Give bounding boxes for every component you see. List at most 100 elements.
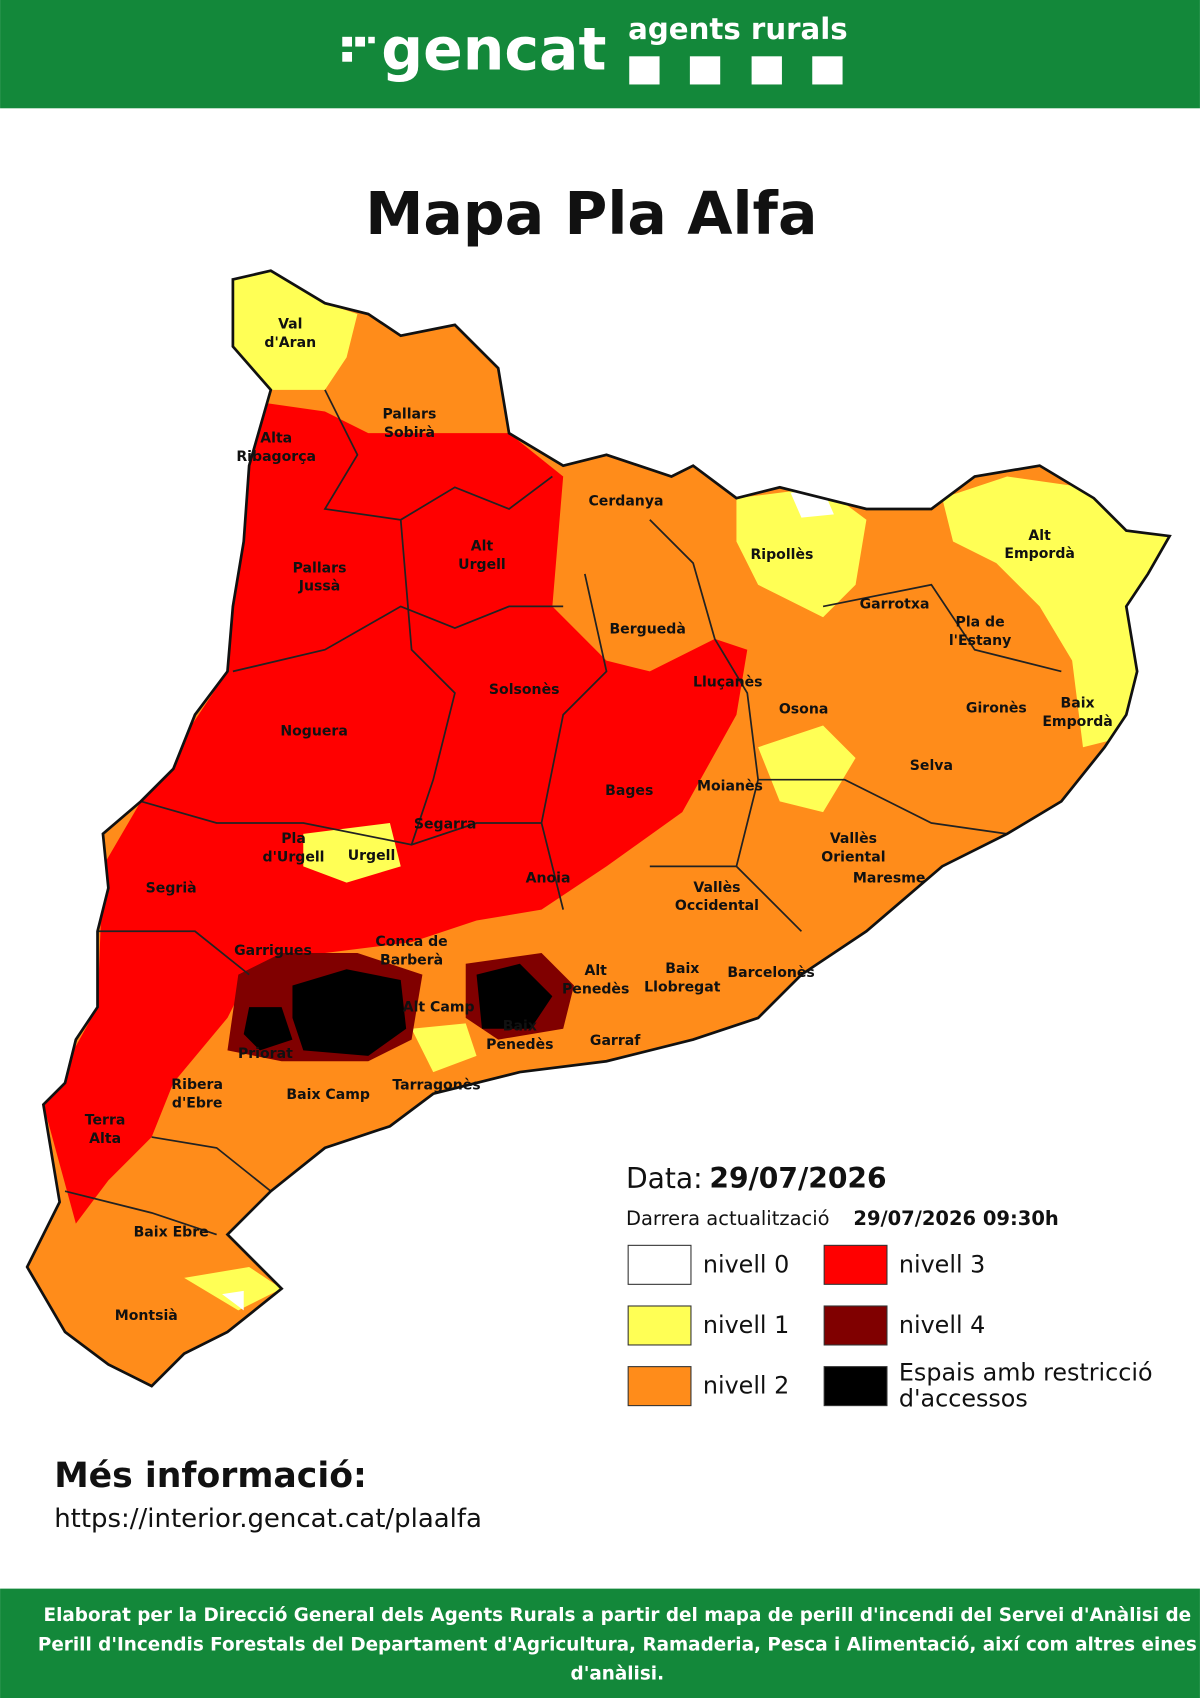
more-info-url[interactable]: https://interior.gencat.cat/plaalfa: [54, 1504, 482, 1534]
region-label-line: Solsonès: [489, 682, 560, 698]
region-label: Montsià: [115, 1308, 178, 1324]
region-label-line: Lluçanès: [693, 675, 763, 691]
region-label-line: Empordà: [1004, 546, 1074, 562]
region-label: Pallars Sobirà: [382, 407, 436, 441]
region-label-line: Noguera: [280, 723, 347, 739]
region-label-line: Priorat: [238, 1046, 293, 1062]
region-borders: [64, 389, 1062, 1236]
update: 29/07/2026 09:30h: [853, 1207, 1058, 1230]
region-label-line: Moianès: [697, 779, 763, 795]
region-label-line: Osona: [779, 702, 829, 718]
region-label-line: Pallars: [293, 560, 347, 576]
region-label: Maresme: [853, 871, 926, 887]
footer: Elaborat per la Direcció General dels Ag…: [38, 1605, 1197, 1684]
region-label: Val d'Aran: [264, 317, 316, 351]
region-label: Bages: [605, 783, 653, 799]
region-label: Moianès: [697, 779, 763, 795]
region-label-line: Ripollès: [750, 547, 813, 563]
more-info-title: Més informació:: [54, 1456, 367, 1496]
legend-label-line: nivell 4: [899, 1311, 985, 1339]
region-label: Segrià: [146, 880, 197, 896]
region-label-line: Penedès: [562, 982, 629, 998]
region-label: Berguedà: [609, 622, 685, 638]
level-3-area: [43, 400, 748, 1224]
region-label-line: Terra: [85, 1113, 126, 1129]
region-label: Lluçanès: [693, 675, 763, 691]
legend-swatch: [627, 1244, 692, 1285]
region-label-line: Alt: [471, 539, 494, 555]
region-label-line: Alt Camp: [403, 999, 475, 1015]
region-label-line: Bages: [605, 783, 653, 799]
legend-swatch: [627, 1366, 692, 1407]
region-label: Conca de Barberà: [375, 934, 447, 968]
region-label: Vallès Oriental: [821, 831, 885, 865]
region-label-line: Llobregat: [644, 979, 721, 995]
legend: nivell 0 nivell 1 nivell 2 nivell 3 nivell 4…: [627, 1244, 1153, 1413]
legend-label-line: d'accessos: [899, 1385, 1028, 1413]
region-label-line: Oriental: [821, 849, 885, 865]
region-label: Baix Penedès: [486, 1018, 553, 1052]
region-label-line: Baix: [1061, 696, 1095, 712]
region-label: Ripollès: [750, 547, 813, 563]
region-label-line: Segrià: [146, 880, 197, 896]
region-label: Baix Llobregat: [644, 961, 721, 995]
region-label: Gironès: [966, 701, 1027, 717]
legend-swatch: [627, 1305, 692, 1346]
region-label-line: Anoia: [526, 871, 571, 887]
region-label-line: d'Aran: [264, 335, 316, 351]
region-label: Barcelonès: [727, 965, 814, 981]
legend-label-line: nivell 3: [899, 1250, 985, 1278]
region-label-line: Montsià: [115, 1308, 178, 1324]
region-label-line: Ribagorça: [236, 449, 316, 465]
logo-dots: [342, 36, 375, 62]
update-label: Darrera actualització: [626, 1207, 830, 1230]
region-label-line: Urgell: [348, 848, 396, 864]
legend-label-line: Espais amb restricció: [899, 1359, 1153, 1387]
region-label-line: Pla: [281, 831, 306, 847]
legend-label: nivell 4: [899, 1311, 985, 1339]
region-label-line: Alt: [1028, 528, 1051, 544]
region-label-line: Garraf: [590, 1033, 641, 1049]
region-label-line: Alta: [89, 1131, 121, 1147]
header-bar: [0, 0, 1200, 109]
region-label-line: Baix Camp: [286, 1087, 370, 1103]
region-label-line: Vallès: [693, 880, 740, 896]
region-label-line: Baix Ebre: [134, 1225, 209, 1241]
region-label: Pallars Jussà: [293, 560, 347, 594]
region-label: Alt Empordà: [1004, 528, 1074, 562]
region-label: Tarragonès: [392, 1077, 480, 1093]
region-label-line: d'Ebre: [172, 1095, 223, 1111]
legend-label-line: nivell 2: [703, 1372, 789, 1400]
region-label-line: Baix: [503, 1018, 537, 1034]
region-label: Garrotxa: [860, 597, 930, 613]
region-label: Noguera: [280, 723, 347, 739]
footer-text: d'anàlisi.: [571, 1664, 665, 1685]
subbrand: agents rurals: [628, 12, 848, 46]
region-label: Garrigues: [234, 943, 312, 959]
region-label-line: d'Urgell: [263, 849, 325, 865]
region-label: Priorat: [238, 1046, 293, 1062]
legend-label: nivell 3: [899, 1250, 985, 1278]
region-label: Baix Empordà: [1042, 696, 1112, 730]
region-label-line: Baix: [665, 961, 699, 977]
footer-text: Elaborat per la Direcció General dels Ag…: [44, 1605, 1192, 1626]
legend-label: Espais amb restricció d'accessos: [899, 1359, 1153, 1413]
legend-label: nivell 0: [703, 1250, 789, 1278]
legend-label: nivell 1: [703, 1311, 789, 1339]
region-label: Alt Penedès: [562, 963, 629, 997]
region-label-line: Vallès: [830, 831, 877, 847]
region-label-line: Berguedà: [609, 622, 685, 638]
legend-swatch: [823, 1244, 888, 1285]
region-label-line: Segarra: [414, 816, 477, 832]
region-label-line: Empordà: [1042, 714, 1112, 730]
region-label: Segarra: [414, 816, 477, 832]
region-label: Baix Ebre: [134, 1225, 209, 1241]
region-label: Pla de l'Estany: [949, 614, 1012, 648]
legend-label-line: nivell 1: [703, 1311, 789, 1339]
region-label: Baix Camp: [286, 1087, 370, 1103]
brand-squares: [629, 56, 843, 85]
region-labels: Val d'Aran Pallars Sobirà Alta Ribagorça Cerda…: [85, 317, 1113, 1324]
region-label-line: Val: [278, 317, 302, 333]
region-label: Pla d'Urgell: [263, 831, 325, 865]
map-outline: [25, 269, 1172, 1388]
